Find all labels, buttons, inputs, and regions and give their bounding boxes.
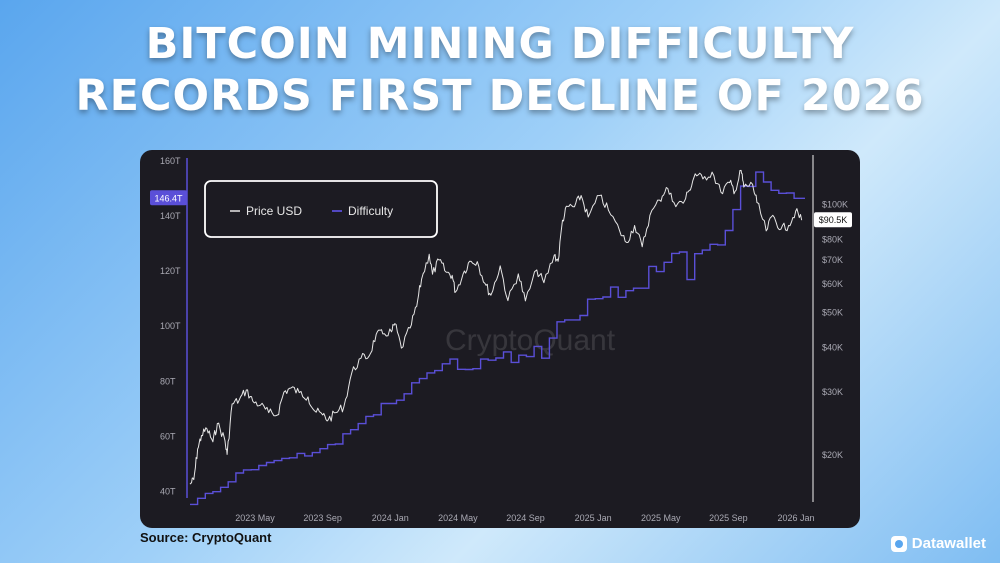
- x-tick-label: 2023 Sep: [303, 513, 342, 523]
- x-tick-label: 2026 Jan: [777, 513, 814, 523]
- brand-name: Datawallet: [911, 535, 986, 552]
- right-tick-label: $50K: [822, 308, 843, 318]
- right-tick-label: $70K: [822, 255, 843, 265]
- chart-panel: 40T 60T 80T 100T 120T 140T 160T $20K $30K $40K $50…: [140, 150, 860, 528]
- right-tick-label: $30K: [822, 387, 843, 397]
- right-tick-label: $100K: [822, 200, 848, 210]
- difficulty-current-badge: [150, 190, 187, 206]
- right-tick-label: $80K: [822, 234, 843, 244]
- x-tick-label: 2024 May: [438, 513, 478, 523]
- watermark: CryptoQuant: [445, 324, 616, 357]
- x-tick-label: 2024 Sep: [506, 513, 545, 523]
- x-tick-label: 2024 Jan: [372, 513, 409, 523]
- left-tick-label: 60T: [160, 432, 176, 442]
- x-tick-label: 2025 Sep: [709, 513, 748, 523]
- right-tick-label: $20K: [822, 450, 843, 460]
- right-tick-label: $40K: [822, 342, 843, 352]
- headline: BITCOIN MINING DIFFICULTY RECORDS FIRST …: [0, 18, 1000, 122]
- x-tick-label: 2025 May: [641, 513, 681, 523]
- x-tick-label: 2023 May: [235, 513, 275, 523]
- left-tick-label: 80T: [160, 376, 176, 386]
- left-tick-label: 140T: [160, 211, 181, 221]
- legend-box: [204, 180, 438, 238]
- chart-svg: 40T 60T 80T 100T 120T 140T 160T $20K $30K $40K $50…: [150, 155, 852, 523]
- price-current-badge: [814, 212, 852, 228]
- price-series-line: [189, 169, 803, 485]
- right-tick-label: $60K: [822, 279, 843, 289]
- headline-line-1: BITCOIN MINING DIFFICULTY: [145, 19, 855, 69]
- headline-line-2: RECORDS FIRST DECLINE OF 2026: [75, 71, 925, 121]
- left-tick-label: 160T: [160, 156, 181, 166]
- brand-logo: Datawallet: [890, 535, 986, 552]
- legend-price-label: Price USD: [246, 204, 302, 218]
- difficulty-series-line: [190, 171, 805, 506]
- legend-difficulty-label: Difficulty: [348, 204, 393, 218]
- left-tick-label: 40T: [160, 487, 176, 497]
- price-current-label: $90.5K: [819, 215, 848, 225]
- datawallet-icon: [890, 535, 907, 552]
- source-credit: Source: CryptoQuant: [140, 530, 272, 545]
- x-tick-label: 2025 Jan: [575, 513, 612, 523]
- difficulty-current-label: 146.4T: [154, 193, 183, 203]
- left-tick-label: 120T: [160, 266, 181, 276]
- left-tick-label: 100T: [160, 321, 181, 331]
